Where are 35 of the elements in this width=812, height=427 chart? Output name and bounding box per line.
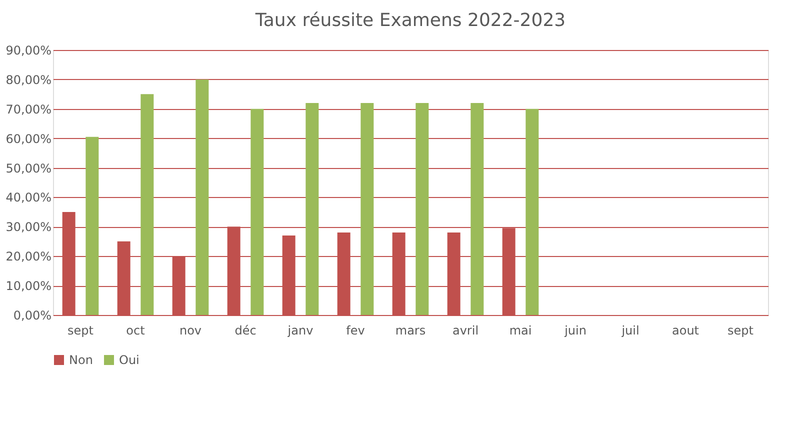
x-tick-label: sept bbox=[728, 324, 754, 338]
bar bbox=[360, 103, 374, 315]
y-tick-label: 90,00% bbox=[6, 44, 52, 58]
legend-label: Non bbox=[69, 353, 93, 367]
bar bbox=[86, 136, 99, 315]
x-tick-label: juil bbox=[620, 324, 640, 338]
y-tick-label: 70,00% bbox=[6, 102, 52, 116]
x-tick-label: aout bbox=[672, 324, 700, 338]
x-tick-label: déc bbox=[234, 324, 256, 338]
legend-label: Oui bbox=[119, 353, 140, 367]
x-tick-label: juin bbox=[564, 324, 586, 338]
x-tick-label: mars bbox=[395, 324, 426, 338]
bar bbox=[306, 103, 319, 315]
x-tick-label: mai bbox=[509, 324, 532, 338]
y-tick-label: 0,00% bbox=[13, 308, 52, 322]
bar bbox=[250, 108, 264, 315]
x-tick-label: sept bbox=[68, 324, 94, 338]
y-tick-label: 20,00% bbox=[6, 250, 52, 264]
x-tick-label: janv bbox=[286, 324, 314, 338]
bar bbox=[416, 103, 429, 315]
bar bbox=[526, 108, 539, 315]
bar bbox=[470, 103, 484, 315]
y-tick-label: 50,00% bbox=[6, 161, 52, 176]
y-tick-label: 30,00% bbox=[6, 220, 52, 234]
x-tick-label: avril bbox=[452, 324, 479, 338]
x-tick-label: oct bbox=[126, 324, 146, 338]
y-tick-label: 40,00% bbox=[6, 190, 52, 205]
x-tick-label: fev bbox=[346, 324, 365, 338]
y-tick-label: 80,00% bbox=[6, 72, 52, 87]
y-tick-label: 10,00% bbox=[6, 279, 52, 294]
bar bbox=[140, 94, 154, 315]
x-tick-label: nov bbox=[179, 324, 202, 338]
bar bbox=[196, 79, 209, 315]
chart-title: Taux réussite Examens 2022-2023 bbox=[254, 10, 566, 31]
y-tick-label: 60,00% bbox=[6, 132, 52, 146]
